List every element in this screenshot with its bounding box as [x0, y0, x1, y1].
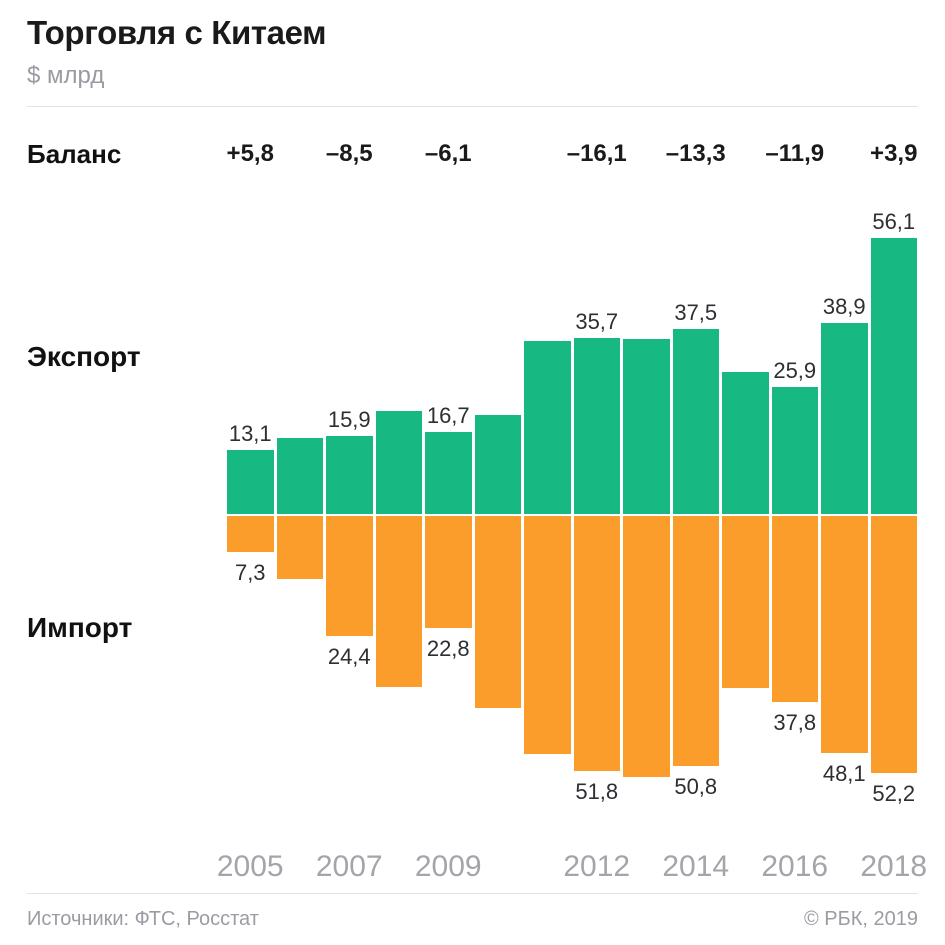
balance-value-2014: –13,3 — [665, 140, 726, 167]
import-bar-2007 — [326, 516, 373, 636]
import-bar-2017 — [821, 516, 868, 753]
export-bar-2011 — [524, 341, 571, 514]
import-bar-2011 — [524, 516, 571, 754]
x-axis-year-label-2009: 2009 — [414, 850, 482, 883]
import-value-label-2012: 51,8 — [575, 779, 619, 804]
import-value-label-2014: 50,8 — [674, 774, 718, 799]
import-bar-2010 — [474, 516, 521, 708]
export-bar-2006 — [276, 438, 323, 514]
import-bar-2008 — [375, 516, 422, 687]
export-bar-2016 — [771, 387, 818, 514]
export-value-label-2005: 13,1 — [228, 421, 272, 446]
top-divider — [27, 106, 918, 107]
export-bar-2018 — [870, 238, 917, 514]
import-value-label-2007: 24,4 — [327, 644, 371, 669]
import-bar-2005 — [227, 516, 274, 552]
import-bar-2014 — [672, 516, 719, 766]
export-value-label-2007: 15,9 — [327, 407, 371, 432]
import-value-label-2005: 7,3 — [234, 560, 266, 585]
import-bar-2013 — [623, 516, 670, 777]
import-bar-2015 — [722, 516, 769, 688]
export-series-label: Экспорт — [27, 341, 141, 372]
export-bar-2013 — [623, 339, 670, 514]
import-bar-2012 — [573, 516, 620, 771]
export-value-label-2012: 35,7 — [575, 309, 619, 334]
copyright-note: © РБК, 2019 — [803, 908, 918, 930]
export-bar-2010 — [474, 415, 521, 514]
trade-bar-chart: 13,1 7,3 2005 15,9 24,4 2007 16,7 22,8 2009 35,7 5… — [217, 190, 927, 900]
sources-note: Источники: ФТС, Росстат — [27, 908, 259, 930]
x-axis-year-label-2012: 2012 — [563, 850, 631, 883]
export-value-label-2017: 38,9 — [822, 294, 866, 319]
export-value-label-2014: 37,5 — [674, 300, 718, 325]
import-series-label: Импорт — [27, 612, 133, 643]
export-bar-2005 — [227, 450, 274, 514]
import-value-label-2009: 22,8 — [426, 636, 470, 661]
export-value-label-2016: 25,9 — [773, 358, 817, 383]
import-bar-2006 — [276, 516, 323, 579]
chart-title: Торговля с Китаем — [27, 14, 327, 51]
export-bar-2007 — [326, 436, 373, 514]
export-bar-2014 — [672, 329, 719, 514]
import-value-label-2016: 37,8 — [773, 710, 817, 735]
export-bar-2008 — [375, 411, 422, 514]
export-value-label-2009: 16,7 — [426, 403, 470, 428]
export-bar-2015 — [722, 372, 769, 514]
export-bar-2017 — [821, 323, 868, 514]
x-axis-year-label-2018: 2018 — [860, 850, 928, 883]
export-value-label-2018: 56,1 — [872, 209, 916, 234]
footer-divider — [27, 893, 918, 894]
import-bar-2016 — [771, 516, 818, 702]
x-axis-year-label-2014: 2014 — [662, 850, 730, 883]
import-value-label-2018: 52,2 — [872, 781, 916, 806]
balance-value-2016: –11,9 — [765, 140, 825, 167]
export-bar-2012 — [573, 338, 620, 514]
balance-value-2007: –8,5 — [325, 140, 373, 167]
import-value-label-2017: 48,1 — [822, 761, 866, 786]
x-axis-year-label-2016: 2016 — [761, 850, 829, 883]
balance-value-2009: –6,1 — [424, 140, 472, 167]
balance-value-2005: +5,8 — [226, 140, 274, 167]
balance-value-2018: +3,9 — [870, 140, 918, 167]
x-axis-year-label-2007: 2007 — [315, 850, 383, 883]
chart-subtitle: $ млрд — [27, 62, 105, 89]
balance-row-label: Баланс — [27, 139, 122, 169]
import-bar-2018 — [870, 516, 917, 773]
balance-values-row: +5,8 –8,5 –6,1 –16,1 –13,3 –11,9 +3,9 — [0, 140, 945, 170]
export-bar-2009 — [425, 432, 472, 514]
balance-value-2012: –16,1 — [566, 140, 627, 167]
import-bar-2009 — [425, 516, 472, 628]
x-axis-year-label-2005: 2005 — [216, 850, 284, 883]
